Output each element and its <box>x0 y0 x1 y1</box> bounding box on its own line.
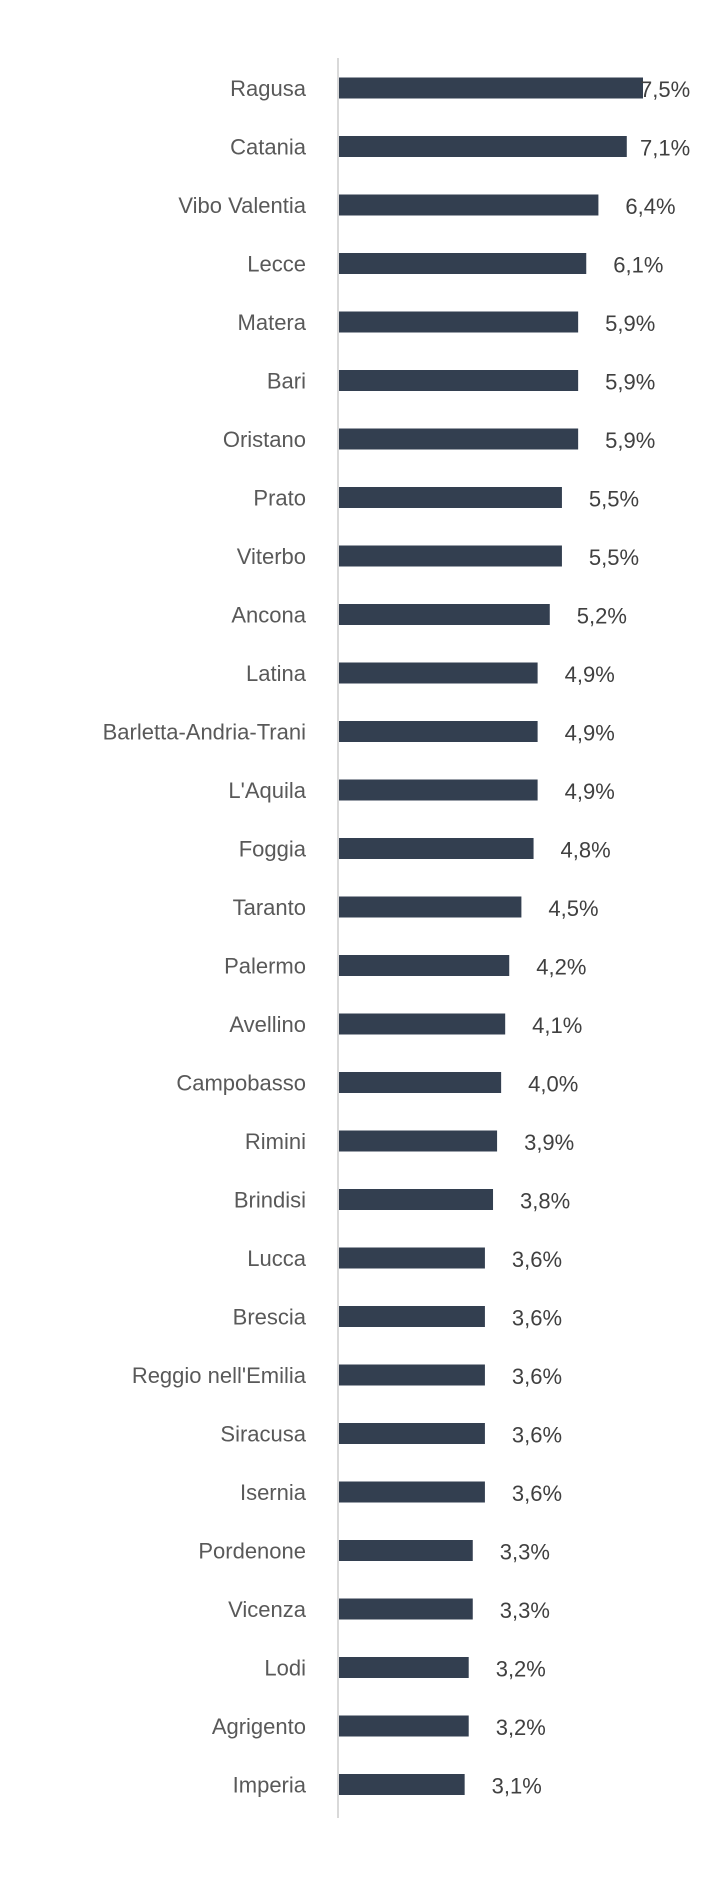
data-label: 3,1% <box>492 1774 542 1799</box>
category-label: Ragusa <box>230 76 307 101</box>
data-label: 7,1% <box>640 136 690 161</box>
data-label: 3,8% <box>520 1189 570 1214</box>
bar <box>339 487 562 508</box>
data-label: 3,6% <box>512 1364 562 1389</box>
bar <box>339 1013 506 1035</box>
category-label: Vicenza <box>228 1597 307 1622</box>
data-label: 4,5% <box>548 896 598 921</box>
data-label: 7,5% <box>640 77 690 102</box>
category-label: Palermo <box>224 954 306 979</box>
data-label: 5,9% <box>605 370 655 395</box>
bar <box>339 1306 485 1327</box>
bar <box>339 1247 485 1269</box>
category-label: Bari <box>267 369 306 394</box>
bar <box>339 370 579 391</box>
data-label: 5,9% <box>605 311 655 336</box>
category-label: Foggia <box>239 837 307 862</box>
category-label: Avellino <box>229 1012 306 1037</box>
data-label: 4,9% <box>565 662 615 687</box>
data-label: 5,9% <box>605 428 655 453</box>
data-label: 3,3% <box>500 1598 550 1623</box>
bar <box>339 1657 469 1678</box>
category-label: Siracusa <box>220 1422 306 1447</box>
data-label: 3,6% <box>512 1247 562 1272</box>
bar <box>339 1423 485 1444</box>
category-label: Brindisi <box>234 1188 306 1213</box>
category-label: Pordenone <box>198 1539 306 1564</box>
bar <box>339 662 538 684</box>
data-label: 4,2% <box>536 955 586 980</box>
category-label: L'Aquila <box>228 778 306 803</box>
bar <box>339 253 587 274</box>
bar <box>339 1364 485 1386</box>
category-label: Taranto <box>233 895 306 920</box>
data-label: 3,6% <box>512 1423 562 1448</box>
bar <box>339 1774 465 1795</box>
data-label: 4,1% <box>532 1013 582 1038</box>
category-label: Barletta-Andria-Trani <box>103 720 306 745</box>
category-label: Prato <box>253 486 306 511</box>
bar <box>339 604 550 625</box>
bar <box>339 1715 469 1737</box>
data-label: 3,2% <box>496 1657 546 1682</box>
bar <box>339 838 534 859</box>
data-label: 5,5% <box>589 487 639 512</box>
data-label: 5,5% <box>589 545 639 570</box>
bar <box>339 1481 485 1503</box>
bar <box>339 194 599 216</box>
bar <box>339 779 538 801</box>
bar <box>339 1130 498 1152</box>
data-label: 4,9% <box>565 721 615 746</box>
category-label: Catania <box>230 135 307 160</box>
category-label: Campobasso <box>176 1071 306 1096</box>
bar <box>339 1540 473 1561</box>
category-label: Ancona <box>231 603 306 628</box>
bar <box>339 1598 473 1620</box>
bar <box>339 1072 502 1093</box>
category-label: Rimini <box>245 1129 306 1154</box>
data-label: 4,9% <box>565 779 615 804</box>
category-label: Oristano <box>223 427 306 452</box>
data-label: 4,8% <box>561 838 611 863</box>
bar <box>339 545 562 567</box>
category-label: Lecce <box>247 252 306 277</box>
data-label: 3,6% <box>512 1306 562 1331</box>
data-label: 3,9% <box>524 1130 574 1155</box>
bar <box>339 136 627 157</box>
category-label: Agrigento <box>212 1714 306 1739</box>
data-label: 3,2% <box>496 1715 546 1740</box>
category-label: Viterbo <box>237 544 306 569</box>
data-label: 6,4% <box>625 194 675 219</box>
category-label: Matera <box>238 310 307 335</box>
data-label: 5,2% <box>577 604 627 629</box>
bar <box>339 955 510 976</box>
data-label: 6,1% <box>613 253 663 278</box>
bar <box>339 721 538 742</box>
category-label: Vibo Valentia <box>178 193 306 218</box>
category-label: Isernia <box>240 1480 307 1505</box>
bar <box>339 428 579 450</box>
category-label: Lodi <box>264 1656 306 1681</box>
category-label: Reggio nell'Emilia <box>132 1363 307 1388</box>
category-label: Brescia <box>233 1305 307 1330</box>
data-label: 3,6% <box>512 1481 562 1506</box>
category-label: Lucca <box>247 1246 306 1271</box>
category-label: Latina <box>246 661 307 686</box>
data-label: 4,0% <box>528 1072 578 1097</box>
category-label: Imperia <box>233 1773 307 1798</box>
data-label: 3,3% <box>500 1540 550 1565</box>
bar <box>339 896 522 918</box>
bar <box>339 77 643 99</box>
bar <box>339 311 579 333</box>
bar <box>339 1189 494 1210</box>
